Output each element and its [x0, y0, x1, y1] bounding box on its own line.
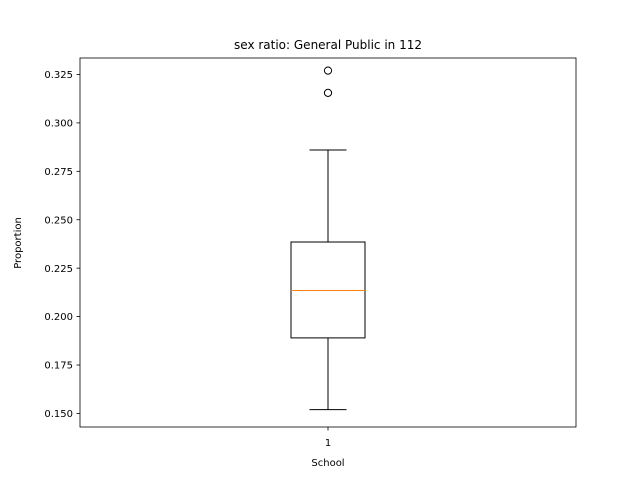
y-tick-label: 0.175	[44, 361, 73, 372]
y-tick-label: 0.225	[44, 264, 73, 275]
x-tick-label: 1	[325, 438, 331, 449]
y-axis-label: Proportion	[13, 217, 24, 269]
y-tick-label: 0.150	[44, 409, 73, 420]
y-tick-label: 0.325	[44, 70, 73, 81]
outlier-point	[323, 66, 333, 75]
plot-area: 0.150 0.175 0.200 0.225 0.250 0.275 0.300 0.325…	[44, 57, 577, 449]
axes-frame	[79, 57, 577, 428]
y-tick-label: 0.250	[44, 215, 73, 226]
y-tick-label: 0.200	[44, 312, 73, 323]
chart-title: sex ratio: General Public in 112	[234, 38, 422, 52]
x-axis-label: School	[311, 458, 344, 469]
y-tick-label: 0.275	[44, 167, 73, 178]
y-tick-label: 0.300	[44, 118, 73, 129]
outlier-point	[323, 88, 333, 97]
